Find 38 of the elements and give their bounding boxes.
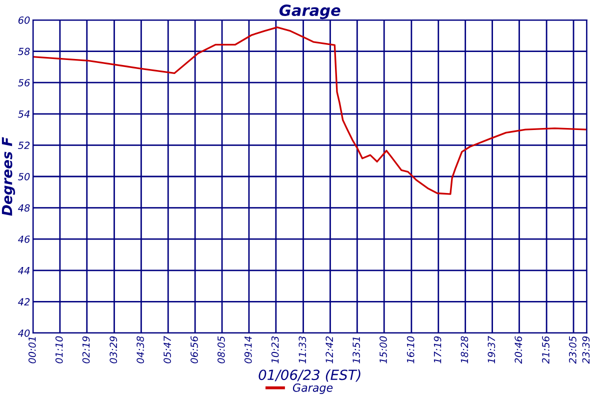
x-tick-label: 13:51 (352, 337, 360, 364)
x-tick-label: 00:01 (28, 337, 36, 364)
x-tick-label: 02:19 (82, 336, 90, 364)
y-tick-label: 44 (18, 267, 30, 274)
x-tick-label: 23:05 (568, 336, 576, 364)
y-tick-label: 56 (18, 79, 30, 86)
line-series (33, 26, 587, 195)
x-tick-label: 17:19 (434, 336, 442, 364)
y-tick-label: 54 (18, 110, 30, 118)
x-tick-label: 11:33 (298, 336, 306, 364)
y-tick-label: 40 (18, 329, 30, 337)
legend-label: Garage (292, 383, 333, 394)
x-tick-label: 10:23 (271, 336, 279, 364)
y-tick-label: 50 (18, 172, 30, 180)
x-tick-label: 03:29 (110, 336, 118, 364)
y-tick-label: 42 (18, 298, 30, 306)
x-tick-label: 06:56 (190, 336, 198, 364)
chart-title: Garage (279, 4, 340, 20)
x-tick-label: 01:10 (55, 336, 63, 364)
y-tick-label: 52 (18, 142, 30, 150)
x-tick-label: 05:47 (164, 336, 171, 364)
x-axis-title: 01/06/23 (EST) (258, 369, 360, 382)
y-tick-label: 60 (18, 16, 30, 24)
x-tick-label: 23:39 (582, 336, 590, 364)
y-tick-label: 48 (18, 204, 30, 212)
x-tick-label: 20:46 (514, 336, 522, 364)
x-tick-label: 15:00 (380, 336, 387, 364)
x-tick-label: 21:56 (542, 336, 550, 364)
x-tick-label: 08:05 (217, 336, 225, 364)
x-tick-label: 09:14 (244, 336, 252, 364)
x-tick-label: 18:28 (460, 336, 468, 364)
x-tick-label: 19:37 (488, 336, 496, 364)
y-axis-title: Degrees F (2, 137, 16, 216)
x-tick-label: 04:38 (136, 336, 144, 364)
x-tick-label: 12:42 (326, 336, 333, 364)
y-tick-label: 46 (18, 236, 30, 243)
x-tick-label: 16:10 (406, 336, 414, 364)
y-tick-label: 58 (18, 48, 30, 56)
